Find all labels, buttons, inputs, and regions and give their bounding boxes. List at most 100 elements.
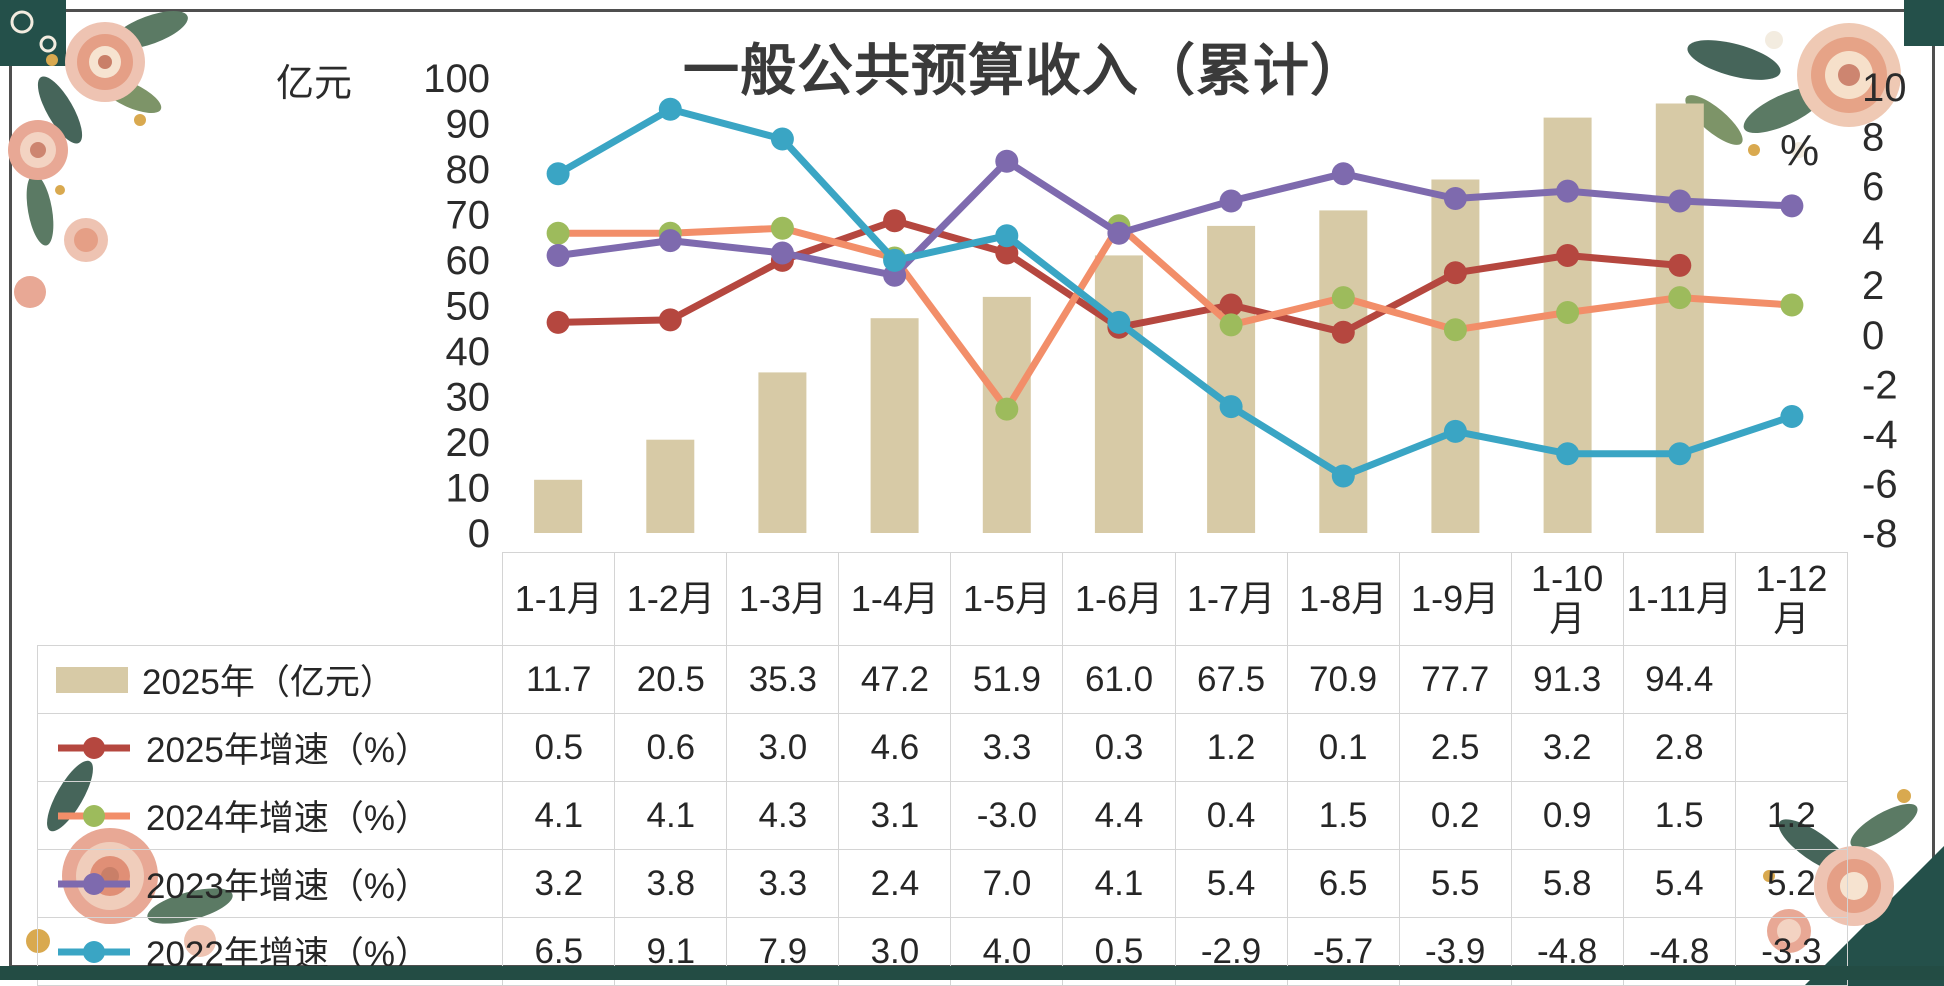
marker-growth-2025 (883, 209, 907, 233)
value-cell: 5.8 (1510, 849, 1624, 918)
table-row-growth-2025: 2025年增速（%） 0.5 0.6 3.0 4.6 3.3 0.3 1.2 0.1 2.5 3.2… (36, 713, 1849, 782)
category-header-cell: 1-10月 (1510, 552, 1624, 646)
value-cell: 0.6 (614, 713, 728, 782)
marker-growth-2024 (1331, 286, 1355, 310)
value-cell: 2.4 (838, 849, 952, 918)
left-axis-tick-label: 60 (446, 239, 491, 283)
chart-data-table: 1-1月 1-2月 1-3月 1-4月 1-5月 1-6月 1-7月 1-8月 1-9月 1-10… (36, 552, 1849, 986)
marker-growth-2022 (1107, 310, 1131, 334)
left-axis-tick-label: 20 (446, 421, 491, 465)
legend-entry: 2024年增速（%） (39, 790, 502, 841)
bar-rev-2025 (646, 439, 695, 533)
right-axis-unit-label: % (1780, 126, 1820, 175)
value-cell: 4.6 (838, 713, 952, 782)
value-cell: 0.1 (1286, 713, 1400, 782)
marker-growth-2025 (546, 310, 570, 334)
marker-growth-2023 (1556, 179, 1580, 203)
value-cell: 1.5 (1286, 781, 1400, 850)
marker-growth-2022 (883, 248, 907, 272)
marker-growth-2024 (1780, 293, 1804, 317)
table-row-rev-2025: 2025年（亿元） 11.7 20.5 35.3 47.2 51.9 61.0 67.5 70.… (36, 645, 1849, 714)
category-header-cell: 1-6月 (1062, 552, 1176, 646)
value-cell: 94.4 (1622, 645, 1736, 714)
table-row-growth-2023: 2023年增速（%） 3.2 3.8 3.3 2.4 7.0 4.1 5.4 6.5 5.5 5.8… (36, 849, 1849, 918)
value-cell: 3.1 (838, 781, 952, 850)
value-cell: 1.2 (1174, 713, 1288, 782)
marker-growth-2023 (995, 149, 1019, 173)
marker-growth-2023 (1443, 187, 1467, 210)
right-axis-tick-label: 0 (1862, 314, 1884, 358)
right-axis-tick-label: -6 (1862, 462, 1898, 506)
marker-growth-2023 (1780, 194, 1804, 218)
marker-growth-2025 (1668, 253, 1692, 277)
line-growth-2024 (554, 222, 1796, 413)
left-axis-tick-label: 70 (446, 194, 491, 238)
legend-line-swatch-icon (58, 940, 130, 963)
left-axis-tick-label: 80 (446, 148, 491, 192)
value-cell: 2.8 (1622, 713, 1736, 782)
category-header-cell: 1-9月 (1398, 552, 1512, 646)
marker-growth-2025 (1556, 244, 1580, 267)
marker-growth-2025 (1219, 293, 1243, 317)
marker-growth-2022 (1668, 442, 1692, 466)
bar-rev-2025 (1431, 179, 1480, 533)
right-axis-tick-label: -4 (1862, 413, 1898, 457)
left-axis-tick-label: 30 (446, 376, 491, 420)
table-row-growth-2024: 2024年增速（%） 4.1 4.1 4.3 3.1 -3.0 4.4 0.4 1.5 0.2 0.… (36, 781, 1849, 850)
value-cell (1734, 713, 1849, 782)
marker-growth-2022 (546, 162, 570, 186)
legend-cell-rev-2025: 2025年（亿元） (36, 645, 504, 714)
value-cell: 0.5 (502, 713, 616, 782)
value-cell: -3.0 (950, 781, 1064, 850)
marker-growth-2022 (1780, 405, 1804, 428)
marker-growth-2024 (1443, 318, 1467, 342)
left-axis-tick-label: 0 (468, 512, 490, 556)
marker-growth-2024 (995, 397, 1019, 421)
marker-growth-2023 (1107, 221, 1131, 245)
category-header-cell: 1-7月 (1174, 552, 1288, 646)
value-cell: 70.9 (1286, 645, 1400, 714)
marker-growth-2023 (1219, 189, 1243, 213)
marker-growth-2024 (770, 216, 794, 240)
value-cell: 3.3 (950, 713, 1064, 782)
line-growth-2023 (554, 157, 1796, 279)
value-cell (1734, 645, 1849, 714)
bar-rev-2025 (1207, 225, 1256, 533)
value-cell: 11.7 (502, 645, 616, 714)
marker-growth-2022 (1219, 395, 1243, 419)
category-header-row: 1-1月 1-2月 1-3月 1-4月 1-5月 1-6月 1-7月 1-8月 1-9月 1-10… (38, 552, 1849, 646)
bar-rev-2025 (1094, 255, 1143, 533)
marker-growth-2022 (658, 97, 682, 121)
legend-cell-growth-2025: 2025年增速（%） (36, 713, 504, 782)
left-axis-tick-label: 40 (446, 330, 491, 374)
value-cell: 51.9 (950, 645, 1064, 714)
legend-entry: 2023年增速（%） (39, 858, 502, 909)
value-cell: 0.3 (1062, 713, 1176, 782)
category-header-cell: 1-3月 (726, 552, 840, 646)
marker-growth-2025 (1443, 261, 1467, 285)
left-axis-tick-label: 90 (446, 103, 491, 147)
value-cell: 77.7 (1398, 645, 1512, 714)
right-axis-tick-label: 8 (1862, 116, 1884, 160)
marker-growth-2024 (1219, 313, 1243, 337)
legend-bar-swatch-icon (56, 666, 128, 693)
marker-growth-2023 (1331, 162, 1355, 186)
value-cell: 5.4 (1622, 849, 1736, 918)
value-cell: 2.5 (1398, 713, 1512, 782)
line-growth-2022 (554, 105, 1796, 480)
right-axis-tick-label: 4 (1862, 215, 1884, 259)
value-cell: 20.5 (614, 645, 728, 714)
left-axis-tick-label: 50 (446, 285, 491, 329)
value-cell: 0.4 (1174, 781, 1288, 850)
value-cell: 3.3 (726, 849, 840, 918)
right-axis-tick-label: 2 (1862, 264, 1884, 308)
category-header-cell: 1-4月 (838, 552, 952, 646)
marker-growth-2024 (1668, 286, 1692, 310)
value-cell: 1.2 (1734, 781, 1849, 850)
legend-cell-growth-2023: 2023年增速（%） (36, 849, 504, 918)
left-axis-tick-label: 10 (446, 467, 491, 511)
bottom-accent-strip (0, 966, 1944, 980)
value-cell: 35.3 (726, 645, 840, 714)
category-header-cell: 1-8月 (1286, 552, 1400, 646)
